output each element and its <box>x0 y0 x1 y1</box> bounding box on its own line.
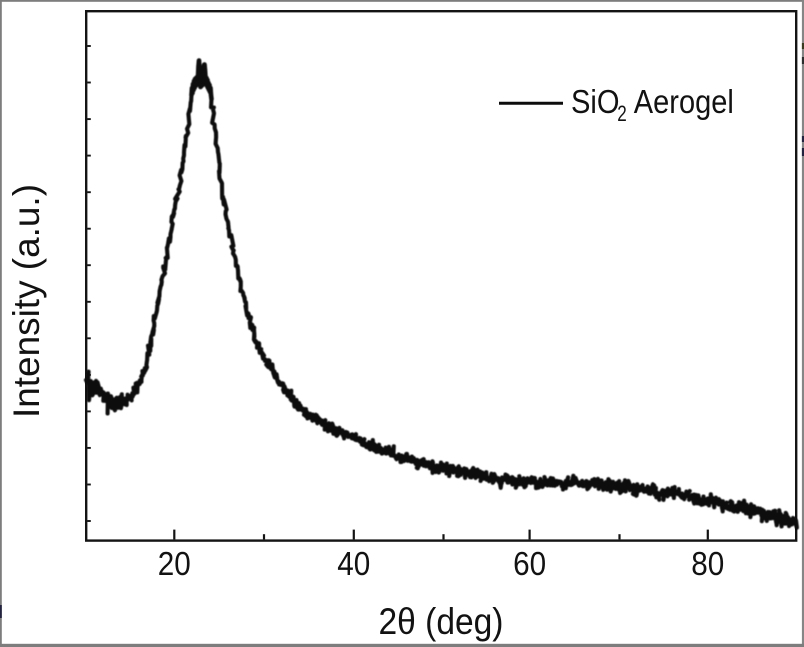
svg-text:2θ (deg): 2θ (deg) <box>379 600 504 642</box>
svg-text:80: 80 <box>691 545 724 582</box>
svg-text:20: 20 <box>158 545 191 582</box>
svg-text:2: 2 <box>617 101 627 126</box>
svg-text:Intensity (a.u.): Intensity (a.u.) <box>6 184 47 418</box>
svg-text:40: 40 <box>337 545 370 582</box>
svg-text:Aerogel: Aerogel <box>634 83 734 120</box>
svg-text:60: 60 <box>513 545 546 582</box>
svg-text:SiO: SiO <box>571 83 620 120</box>
